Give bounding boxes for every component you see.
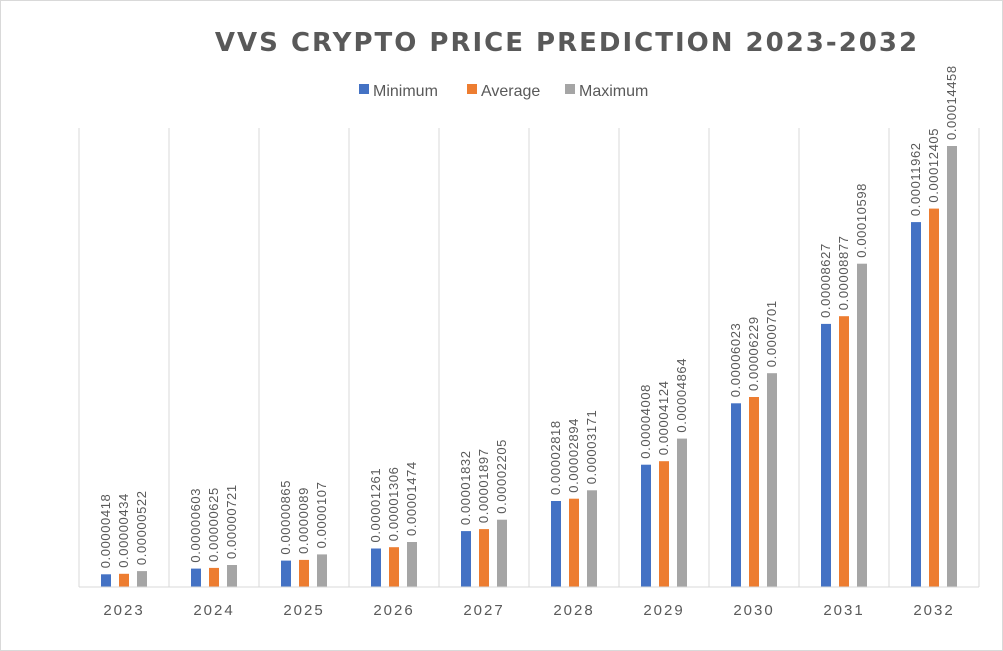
legend-swatch-maximum <box>565 84 575 94</box>
data-label-minimum-2029: 0.00004008 <box>638 384 653 459</box>
category-label-2028: 2028 <box>553 602 594 619</box>
data-label-average-2026: 0.00001306 <box>386 467 401 542</box>
data-label-maximum-2032: 0.00014458 <box>944 65 959 140</box>
data-label-average-2025: 0.0000089 <box>296 487 311 554</box>
data-labels: 0.00000418 0.00000434 0.00000522 0.00000603… <box>98 65 959 568</box>
data-label-maximum-2024: 0.00000721 <box>224 484 239 559</box>
category-label-2031: 2031 <box>823 602 864 619</box>
bar-average-2027 <box>479 529 489 587</box>
data-label-maximum-2030: 0.0000701 <box>764 300 779 367</box>
data-label-average-2027: 0.00001897 <box>476 448 491 523</box>
bar-average-2024 <box>209 567 219 587</box>
data-label-average-2031: 0.00008877 <box>836 236 851 311</box>
data-label-average-2030: 0.00006229 <box>746 316 761 391</box>
data-label-average-2028: 0.00002894 <box>566 418 581 493</box>
data-label-minimum-2024: 0.00000603 <box>188 488 203 563</box>
data-label-maximum-2026: 0.00001474 <box>404 461 419 536</box>
category-label-2027: 2027 <box>463 602 504 619</box>
data-label-average-2032: 0.00012405 <box>926 128 941 203</box>
data-label-minimum-2031: 0.00008627 <box>818 243 833 318</box>
category-label-2030: 2030 <box>733 602 774 619</box>
category-label-2025: 2025 <box>283 602 324 619</box>
category-label-2026: 2026 <box>373 602 414 619</box>
data-label-minimum-2026: 0.00001261 <box>368 468 383 543</box>
bars <box>101 146 957 587</box>
data-label-average-2023: 0.00000434 <box>116 493 131 568</box>
category-label-2023: 2023 <box>103 602 144 619</box>
bar-maximum-2028 <box>587 490 597 587</box>
bar-minimum-2031 <box>821 323 831 587</box>
legend-swatch-average <box>467 84 477 94</box>
bar-maximum-2027 <box>497 519 507 587</box>
bar-average-2028 <box>569 498 579 587</box>
bar-average-2030 <box>749 397 759 587</box>
legend-label-minimum: Minimum <box>373 83 438 100</box>
data-label-minimum-2030: 0.00006023 <box>728 323 743 398</box>
bar-maximum-2024 <box>227 565 237 587</box>
bar-average-2026 <box>389 547 399 587</box>
category-label-2032: 2032 <box>913 602 954 619</box>
bar-average-2032 <box>929 208 939 587</box>
data-label-minimum-2027: 0.00001832 <box>458 450 473 525</box>
bar-minimum-2024 <box>191 568 201 587</box>
bar-maximum-2026 <box>407 542 417 587</box>
legend-label-maximum: Maximum <box>579 83 648 100</box>
bar-average-2031 <box>839 316 849 587</box>
data-label-maximum-2031: 0.00010598 <box>854 183 869 258</box>
bar-minimum-2026 <box>371 548 381 587</box>
legend-swatch-minimum <box>359 84 369 94</box>
data-label-minimum-2025: 0.00000865 <box>278 480 293 555</box>
data-label-maximum-2025: 0.0000107 <box>314 482 329 549</box>
bar-minimum-2023 <box>101 574 111 587</box>
data-label-maximum-2023: 0.00000522 <box>134 490 149 565</box>
chart-legend: Minimum Average Maximum <box>359 83 648 100</box>
gridlines <box>78 128 980 587</box>
bar-maximum-2025 <box>317 554 327 587</box>
bar-minimum-2030 <box>731 403 741 587</box>
bar-minimum-2029 <box>641 464 651 587</box>
data-label-maximum-2028: 0.00003171 <box>584 410 599 485</box>
bar-maximum-2031 <box>857 263 867 587</box>
bar-minimum-2028 <box>551 501 561 587</box>
legend-label-average: Average <box>481 83 540 100</box>
data-label-minimum-2028: 0.00002818 <box>548 420 563 495</box>
data-label-maximum-2029: 0.00004864 <box>674 358 689 433</box>
data-label-average-2024: 0.00000625 <box>206 487 221 562</box>
bar-maximum-2029 <box>677 438 687 587</box>
data-label-minimum-2023: 0.00000418 <box>98 494 113 569</box>
bar-maximum-2032 <box>947 146 957 587</box>
bar-average-2025 <box>299 559 309 587</box>
bar-minimum-2032 <box>911 222 921 587</box>
data-label-minimum-2032: 0.00011962 <box>908 142 923 216</box>
bar-maximum-2023 <box>137 571 147 587</box>
data-label-average-2029: 0.00004124 <box>656 381 671 456</box>
bar-average-2029 <box>659 461 669 587</box>
bar-maximum-2030 <box>767 373 777 587</box>
chart-title: VVS CRYPTO PRICE PREDICTION 2023-2032 <box>215 28 919 58</box>
category-label-2029: 2029 <box>643 602 684 619</box>
bar-minimum-2025 <box>281 560 291 587</box>
category-label-2024: 2024 <box>193 602 234 619</box>
bar-minimum-2027 <box>461 531 471 587</box>
bar-average-2023 <box>119 573 129 587</box>
data-label-maximum-2027: 0.00002205 <box>494 439 509 514</box>
category-labels: 2023 2024 2025 2026 2027 2028 2029 2030 2031 2032 <box>103 602 954 619</box>
